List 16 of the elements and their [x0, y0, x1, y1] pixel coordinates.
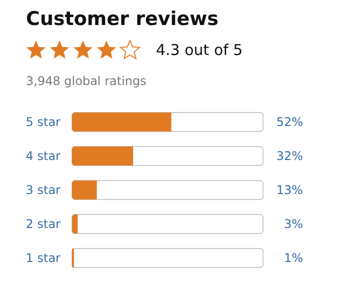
y-tick-label: 4 star	[26, 149, 61, 163]
y-tick-label: 5 star	[26, 115, 61, 129]
data-label: 3%	[284, 217, 303, 231]
chart-subtitle: 4.3 out of 5	[156, 41, 243, 59]
bar	[72, 214, 78, 234]
data-label: 13%	[276, 183, 303, 197]
y-tick-label: 2 star	[26, 217, 61, 231]
data-label: 52%	[276, 115, 303, 129]
y-tick-label: 1 star	[26, 251, 61, 265]
bar	[72, 146, 134, 166]
text: 3,948 global ratings	[26, 74, 146, 88]
bar	[72, 180, 97, 200]
chart-title: Customer reviews	[26, 8, 218, 30]
y-tick-label: 3 star	[26, 183, 61, 197]
data-label: 32%	[276, 149, 303, 163]
data-label: 1%	[284, 251, 303, 265]
